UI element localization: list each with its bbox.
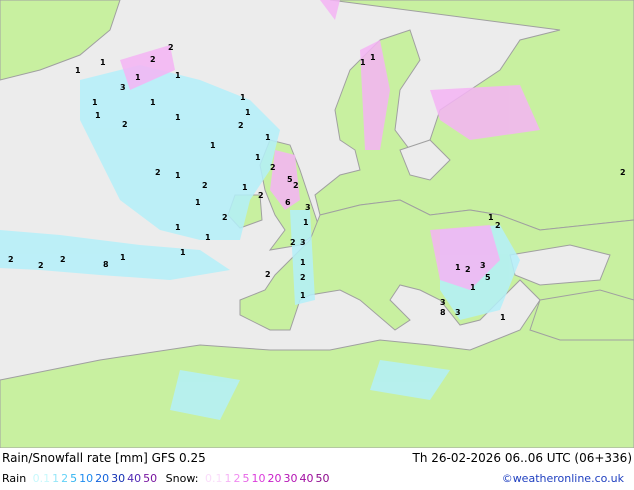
value-label: 2 <box>495 221 501 230</box>
value-label: 1 <box>500 313 506 322</box>
snow-areas <box>120 0 540 290</box>
value-label: 2 <box>465 265 471 274</box>
value-label: 2 <box>222 213 228 222</box>
value-label: 1 <box>255 153 261 162</box>
rain-level: 40 <box>127 472 142 485</box>
rain-level: 1 <box>52 472 60 485</box>
snow-level: 20 <box>267 472 282 485</box>
value-label: 6 <box>285 198 291 207</box>
value-label: 2 <box>168 43 174 52</box>
value-label: 2 <box>38 261 44 270</box>
rain-level: 30 <box>111 472 126 485</box>
rain-level: 2 <box>61 472 69 485</box>
value-label: 1 <box>95 111 101 120</box>
value-label: 2 <box>265 270 271 279</box>
value-label: 2 <box>293 181 299 190</box>
value-label: 1 <box>75 66 81 75</box>
rain-level: 20 <box>95 472 110 485</box>
map-title: Rain/Snowfall rate [mm] GFS 0.25 <box>2 451 206 465</box>
value-label: 1 <box>370 53 376 62</box>
snow-level: 1 <box>224 472 232 485</box>
value-label: 2 <box>155 168 161 177</box>
value-label: 1 <box>300 258 306 267</box>
snow-levels: 0.1 1 2 5 10 20 30 40 50 <box>205 472 332 485</box>
value-label: 1 <box>175 71 181 80</box>
value-label: 2 <box>8 255 14 264</box>
value-label: 2 <box>290 238 296 247</box>
value-label: 1 <box>245 108 251 117</box>
value-label: 2 <box>122 120 128 129</box>
snow-level: 2 <box>233 472 241 485</box>
footer: Rain/Snowfall rate [mm] GFS 0.25 Th 26-0… <box>0 448 634 490</box>
value-label: 1 <box>242 183 248 192</box>
rain-level: 10 <box>79 472 94 485</box>
value-label: 2 <box>202 181 208 190</box>
value-label: 1 <box>265 133 271 142</box>
value-label: 1 <box>175 113 181 122</box>
value-label: 1 <box>205 233 211 242</box>
snow-level: 5 <box>242 472 250 485</box>
rain-level: 5 <box>70 472 78 485</box>
value-label: 8 <box>103 260 109 269</box>
value-label: 8 <box>440 308 446 317</box>
snow-level: 40 <box>299 472 314 485</box>
value-label: 2 <box>300 273 306 282</box>
value-label: 1 <box>135 73 141 82</box>
value-label: 3 <box>480 261 486 270</box>
value-label: 1 <box>360 58 366 67</box>
value-label: 2 <box>258 191 264 200</box>
value-label: 1 <box>455 263 461 272</box>
value-label: 1 <box>240 93 246 102</box>
rain-level: 50 <box>143 472 158 485</box>
valid-time: Th 26-02-2026 06..06 UTC (06+336) <box>412 451 632 465</box>
value-label: 2 <box>270 163 276 172</box>
value-label: 1 <box>92 98 98 107</box>
snow-level: 0.1 <box>204 472 223 485</box>
value-label: 1 <box>195 198 201 207</box>
legend: Rain 0.1 1 2 5 10 20 30 40 50 Snow: 0.1 1 2 5 10 20 30… <box>2 472 632 485</box>
snow-level: 10 <box>251 472 266 485</box>
value-label: 1 <box>120 253 126 262</box>
value-label: 3 <box>120 83 126 92</box>
value-label: 3 <box>455 308 461 317</box>
value-label: 1 <box>303 218 309 227</box>
value-label: 1 <box>470 283 476 292</box>
rain-levels: 0.1 1 2 5 10 20 30 40 50 <box>33 472 160 485</box>
rain-label: Rain <box>2 472 27 485</box>
value-label: 1 <box>175 171 181 180</box>
value-label: 3 <box>305 203 311 212</box>
value-label: 2 <box>150 55 156 64</box>
value-label: 1 <box>300 291 306 300</box>
value-label: 1 <box>100 58 106 67</box>
value-label: 2 <box>60 255 66 264</box>
value-label: 2 <box>620 168 626 177</box>
snow-label: Snow: <box>165 472 199 485</box>
value-label: 1 <box>210 141 216 150</box>
value-label: 1 <box>175 223 181 232</box>
rain-level: 0.1 <box>32 472 51 485</box>
snow-level: 50 <box>315 472 330 485</box>
value-label: 1 <box>488 213 494 222</box>
rain-areas <box>0 65 520 420</box>
credit-link[interactable]: ©weatheronline.co.uk <box>501 472 624 485</box>
value-label: 2 <box>238 121 244 130</box>
value-label: 5 <box>287 175 293 184</box>
value-label: 1 <box>180 248 186 257</box>
value-label: 1 <box>150 98 156 107</box>
value-label: 5 <box>485 273 491 282</box>
value-label: 3 <box>300 238 306 247</box>
value-label: 3 <box>440 298 446 307</box>
snow-level: 30 <box>283 472 298 485</box>
